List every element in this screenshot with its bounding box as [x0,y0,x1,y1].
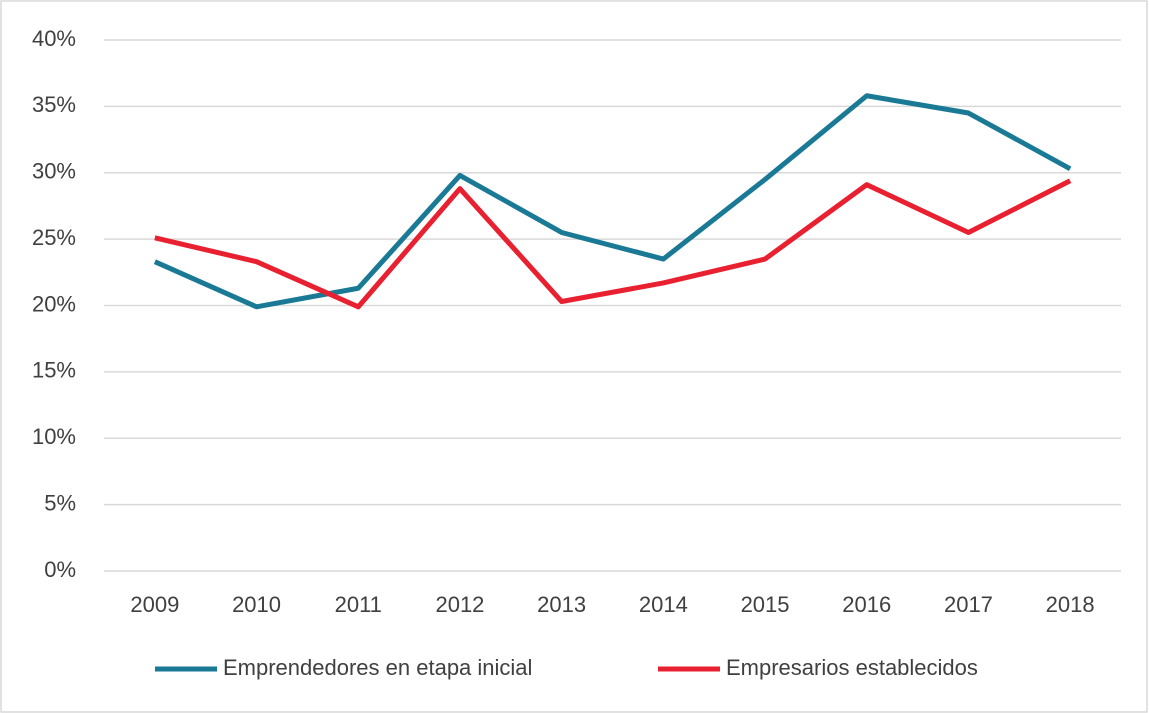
x-tick-label: 2011 [335,592,382,617]
series-line [153,93,1072,310]
y-tick-label: 10% [32,424,76,449]
x-tick-label: 2012 [435,592,484,617]
x-tick-label: 2010 [232,592,281,617]
y-tick-label: 30% [32,159,76,184]
y-tick-label: 5% [44,490,76,515]
x-tick-label: 2016 [842,592,891,617]
y-tick-label: 35% [32,92,76,117]
x-tick-label: 2018 [1046,592,1095,617]
y-tick-label: 40% [32,26,76,51]
x-tick-label: 2014 [639,592,688,617]
x-tick-label: 2017 [944,592,993,617]
x-tick-label: 2015 [741,592,790,617]
legend-label: Empresarios establecidos [726,655,978,680]
legend-label: Emprendedores en etapa inicial [223,655,532,680]
y-tick-label: 0% [44,557,76,582]
x-tick-label: 2013 [537,592,586,617]
y-tick-label: 20% [32,291,76,316]
y-tick-label: 25% [32,225,76,250]
x-tick-label: 2009 [130,592,179,617]
y-tick-label: 15% [32,358,76,383]
series-line [154,178,1072,310]
